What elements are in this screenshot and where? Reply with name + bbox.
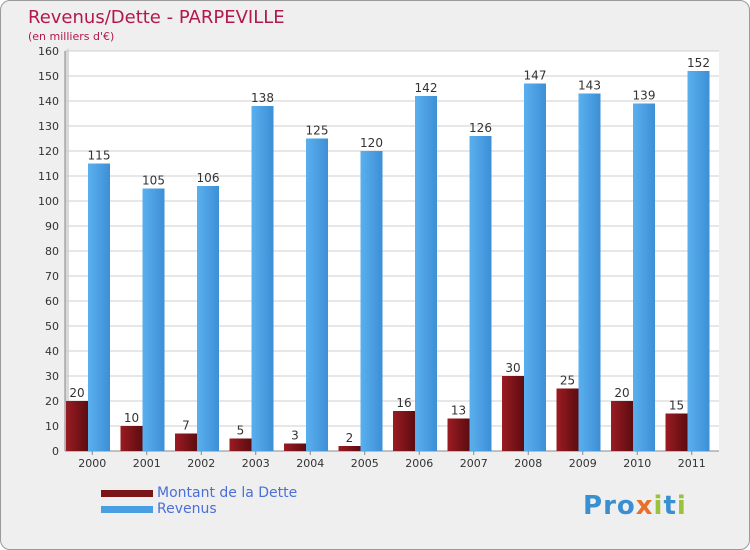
y-tick-label-120: 120 (38, 145, 59, 158)
data-label-debt-2006: 16 (396, 396, 411, 410)
logo-letter: x (635, 491, 654, 521)
data-label-revenue-2000: 115 (88, 149, 111, 163)
data-label-revenue-2008: 147 (524, 69, 547, 83)
bar-revenue-2006 (415, 96, 437, 451)
bar-revenue-2001 (142, 188, 165, 451)
bar-debt-2005 (338, 446, 361, 451)
bar-debt-2008 (502, 376, 524, 451)
y-tick-label-0: 0 (52, 445, 59, 458)
data-label-revenue-2009: 143 (578, 79, 601, 93)
legend-swatch-debt (101, 490, 153, 497)
data-label-debt-2011: 15 (669, 399, 684, 413)
bar-revenue-2000 (88, 163, 110, 451)
x-tick-label-2011: 2011 (678, 457, 706, 470)
data-label-debt-2004: 3 (291, 429, 299, 443)
y-tick-label-90: 90 (45, 220, 59, 233)
y-tick-label-40: 40 (45, 345, 59, 358)
y-tick-label-10: 10 (45, 420, 59, 433)
data-label-revenue-2005: 120 (360, 136, 383, 150)
bar-debt-2010 (611, 401, 633, 451)
y-tick-label-130: 130 (38, 120, 59, 133)
bar-revenue-2005 (360, 151, 383, 451)
bar-debt-2002 (175, 433, 197, 451)
legend-label-debt: Montant de la Dette (157, 485, 298, 501)
y-tick-label-20: 20 (45, 395, 59, 408)
logo-letter: t (663, 491, 677, 521)
proxiti-logo: Proxiti (583, 491, 687, 521)
bar-revenue-2002 (197, 186, 219, 451)
bar-revenue-2011 (687, 71, 710, 451)
y-tick-label-150: 150 (38, 70, 59, 83)
data-label-debt-2002: 7 (182, 419, 190, 433)
x-tick-label-2001: 2001 (133, 457, 161, 470)
bar-debt-2004 (284, 443, 306, 451)
data-label-revenue-2001: 105 (142, 174, 165, 188)
bar-debt-2001 (120, 426, 143, 451)
y-tick-label-80: 80 (45, 245, 59, 258)
data-label-debt-2000: 20 (69, 386, 84, 400)
x-tick-label-2005: 2005 (351, 457, 379, 470)
y-tick-label-110: 110 (38, 170, 59, 183)
chart-subtitle: (en milliers d'€) (28, 30, 115, 43)
data-label-revenue-2004: 125 (306, 124, 329, 138)
data-label-debt-2003: 5 (237, 424, 245, 438)
x-tick-label-2010: 2010 (623, 457, 651, 470)
y-tick-label-140: 140 (38, 95, 59, 108)
y-tick-label-160: 160 (38, 45, 59, 58)
logo-letter: o (616, 491, 636, 521)
data-label-revenue-2011: 152 (687, 56, 710, 70)
bar-debt-2006 (393, 411, 415, 451)
x-tick-label-2004: 2004 (296, 457, 324, 470)
bar-revenue-2004 (306, 138, 328, 451)
logo-letter: i (676, 491, 687, 521)
logo-letter: i (653, 491, 664, 521)
data-label-debt-2001: 10 (124, 411, 139, 425)
y-tick-label-50: 50 (45, 320, 59, 333)
data-label-revenue-2002: 106 (197, 171, 220, 185)
data-label-revenue-2003: 138 (251, 91, 274, 105)
x-tick-label-2000: 2000 (78, 457, 106, 470)
bar-debt-2011 (665, 413, 688, 451)
plot-depth (65, 48, 69, 451)
bar-debt-2000 (66, 401, 88, 451)
y-tick-label-70: 70 (45, 270, 59, 283)
x-tick-label-2006: 2006 (405, 457, 433, 470)
data-label-debt-2009: 25 (560, 374, 575, 388)
data-label-revenue-2006: 142 (415, 81, 438, 95)
legend-swatch-revenue (101, 506, 153, 513)
bar-revenue-2007 (469, 136, 492, 451)
y-tick-label-60: 60 (45, 295, 59, 308)
chart-title: Revenus/Dette - PARPEVILLE (28, 7, 285, 28)
bar-revenue-2009 (578, 93, 601, 451)
y-tick-label-100: 100 (38, 195, 59, 208)
x-tick-label-2003: 2003 (242, 457, 270, 470)
legend-label-revenue: Revenus (157, 501, 217, 517)
data-label-debt-2010: 20 (614, 386, 629, 400)
bar-debt-2007 (447, 418, 470, 451)
data-label-revenue-2010: 139 (633, 89, 656, 103)
logo-letter: P (583, 491, 604, 521)
bar-debt-2009 (556, 388, 579, 451)
y-tick-label-30: 30 (45, 370, 59, 383)
bar-debt-2003 (229, 438, 252, 451)
bar-revenue-2008 (524, 83, 546, 451)
x-tick-label-2009: 2009 (569, 457, 597, 470)
bar-revenue-2003 (251, 106, 274, 451)
logo-letter: r (603, 491, 617, 521)
data-label-debt-2005: 2 (346, 431, 354, 445)
x-tick-label-2002: 2002 (187, 457, 215, 470)
x-tick-label-2007: 2007 (460, 457, 488, 470)
x-tick-label-2008: 2008 (514, 457, 542, 470)
data-label-debt-2007: 13 (451, 404, 466, 418)
data-label-revenue-2007: 126 (469, 121, 492, 135)
bar-revenue-2010 (633, 103, 655, 451)
data-label-debt-2008: 30 (505, 361, 520, 375)
